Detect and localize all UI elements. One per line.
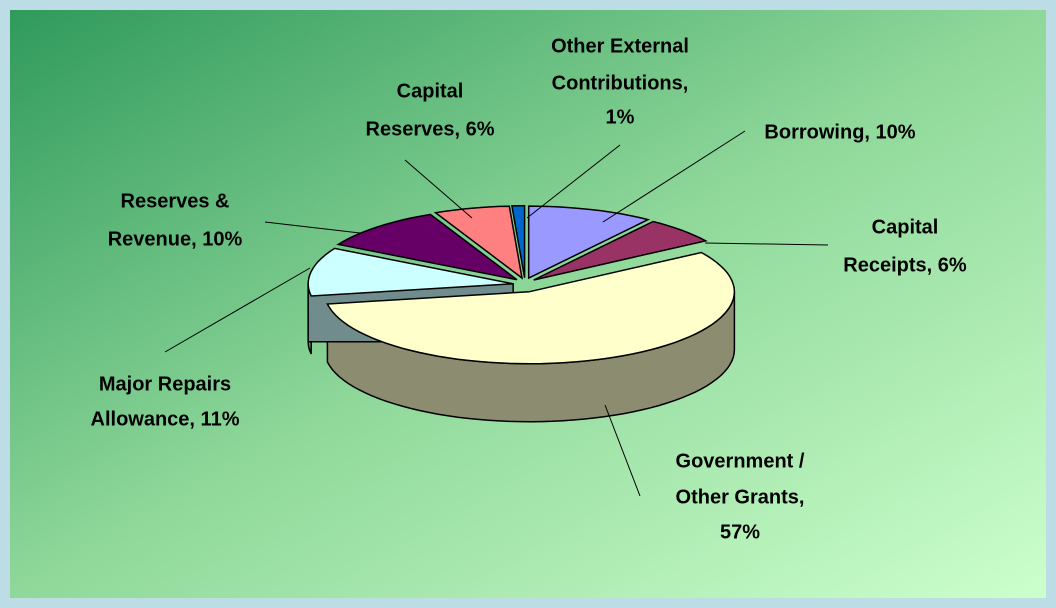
pie-tops [307, 205, 736, 365]
pie-slice [533, 220, 708, 281]
pie-slice [433, 205, 524, 280]
data-label: 57% [720, 521, 760, 543]
leader-line [604, 404, 641, 497]
pie-slice [527, 205, 651, 280]
data-label: Revenue, 10% [108, 228, 243, 250]
data-label: Other Grants, [676, 486, 805, 508]
data-label: Reserves, 6% [366, 118, 495, 140]
pie-slice [307, 247, 514, 297]
pie-slice [511, 205, 526, 278]
data-label: Contributions, [552, 72, 689, 94]
leader-line [602, 130, 746, 223]
leader-line [526, 144, 621, 219]
data-label: 1% [606, 106, 635, 128]
pie-slice [326, 251, 736, 365]
data-label: Capital [397, 80, 464, 102]
data-label: Receipts, 6% [843, 254, 967, 276]
leader-line [164, 267, 311, 353]
data-labels: Borrowing, 10% Capital Receipts, 6% Governm… [91, 35, 967, 543]
data-label: Reserves & [121, 190, 230, 212]
data-label: Major Repairs [99, 373, 231, 395]
leader-line [404, 159, 473, 219]
data-label: Government / [676, 450, 805, 472]
leader-lines [164, 130, 829, 497]
pie-slice [336, 213, 518, 281]
data-label: Other External [551, 35, 689, 57]
data-label: Borrowing, 10% [764, 121, 915, 143]
data-label: Allowance, 11% [91, 408, 240, 430]
data-label: Capital [872, 216, 939, 238]
leader-line [704, 242, 829, 246]
leader-line [264, 221, 361, 234]
